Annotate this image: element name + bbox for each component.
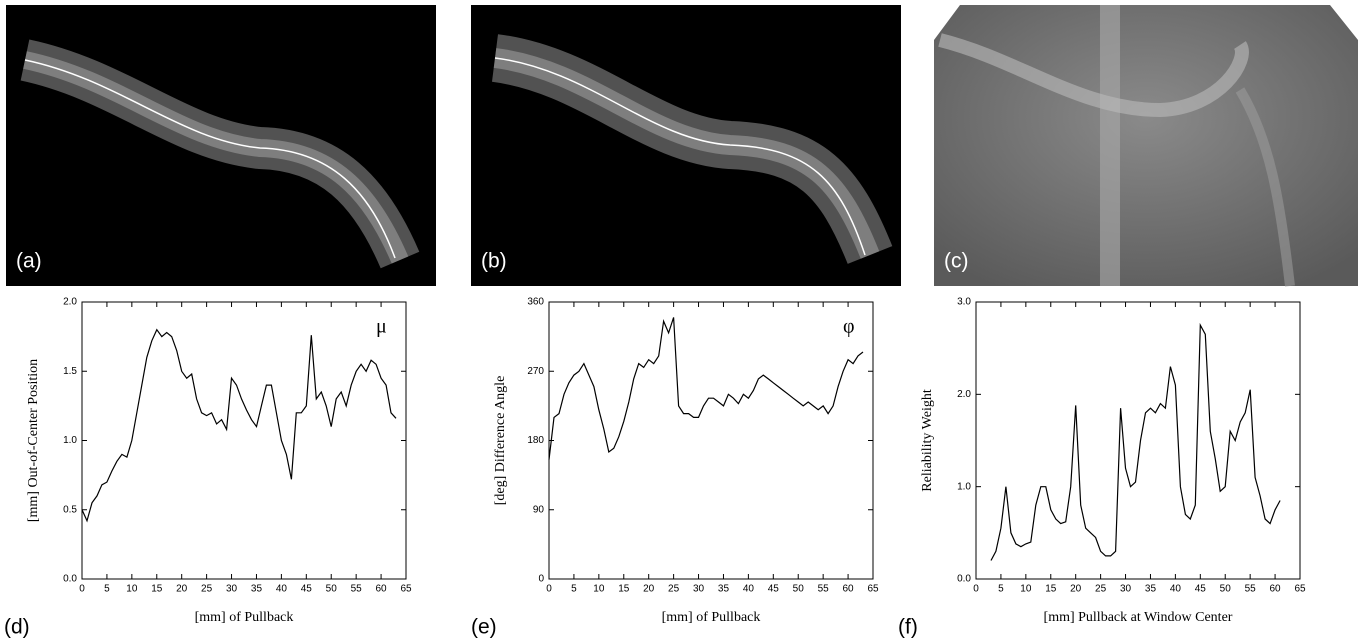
x-tick-label: 65 — [1294, 584, 1306, 595]
x-tick-label: 10 — [126, 584, 138, 595]
y-tick-label: 2.0 — [957, 389, 971, 400]
y-axis-title: [deg] Difference Angle — [493, 376, 508, 506]
image-b: (b) — [471, 5, 901, 286]
y-tick-label: 90 — [533, 504, 545, 515]
annotation: μ — [376, 316, 387, 338]
x-tick-label: 35 — [251, 584, 263, 595]
x-tick-label: 0 — [79, 584, 85, 595]
x-tick-label: 35 — [1145, 584, 1157, 595]
x-tick-label: 60 — [1270, 584, 1282, 595]
image-a: (a) — [6, 5, 436, 286]
image-label: (a) — [16, 250, 42, 273]
x-tick-label: 55 — [1245, 584, 1257, 595]
y-tick-label: 0.5 — [63, 504, 77, 515]
x-tick-label: 10 — [593, 584, 605, 595]
x-tick-label: 45 — [1195, 584, 1207, 595]
x-tick-label: 5 — [998, 584, 1004, 595]
plot-frame — [81, 301, 407, 580]
y-tick-label: 0.0 — [957, 574, 971, 585]
x-tick-label: 55 — [818, 584, 830, 595]
x-tick-label: 60 — [843, 584, 855, 595]
data-line — [548, 317, 864, 460]
image-label: (c) — [944, 250, 969, 273]
x-tick-label: 20 — [176, 584, 188, 595]
x-tick-label: 45 — [301, 584, 313, 595]
x-tick-label: 40 — [743, 584, 755, 595]
x-tick-label: 5 — [571, 584, 577, 595]
x-tick-label: 30 — [226, 584, 238, 595]
x-tick-label: 0 — [546, 584, 552, 595]
x-tick-label: 40 — [1170, 584, 1182, 595]
y-tick-label: 0 — [538, 574, 544, 585]
y-tick-label: 360 — [527, 297, 544, 308]
y-tick-label: 270 — [527, 366, 544, 377]
data-line — [990, 322, 1281, 561]
x-tick-label: 15 — [618, 584, 630, 595]
y-axis-title: Reliability Weight — [920, 389, 935, 492]
x-axis-title: [mm] of Pullback — [662, 610, 761, 625]
x-tick-label: 0 — [973, 584, 979, 595]
panel-label: (d) — [4, 616, 30, 639]
y-tick-label: 180 — [527, 435, 544, 446]
panel-label: (f) — [898, 616, 918, 639]
y-tick-label: 0.0 — [63, 574, 77, 585]
x-tick-label: 50 — [326, 584, 338, 595]
x-tick-label: 65 — [400, 584, 412, 595]
x-tick-label: 20 — [1070, 584, 1082, 595]
plot-frame — [975, 301, 1301, 580]
x-tick-label: 25 — [668, 584, 680, 595]
chart: 0 5 10 15 20 25 30 35 40 45 50 55 60 65 0 90 180 270 360 [m… — [471, 297, 879, 639]
y-tick-label: 2.0 — [63, 297, 77, 308]
plot-frame — [548, 301, 874, 580]
y-tick-label: 3.0 — [957, 297, 971, 308]
x-tick-label: 15 — [151, 584, 163, 595]
image-label: (b) — [481, 250, 507, 273]
x-tick-label: 25 — [201, 584, 213, 595]
data-line — [81, 328, 397, 523]
panel-label: (e) — [471, 616, 497, 639]
x-tick-label: 10 — [1020, 584, 1032, 595]
x-tick-label: 65 — [867, 584, 879, 595]
x-tick-label: 40 — [276, 584, 288, 595]
x-tick-label: 25 — [1095, 584, 1107, 595]
y-axis-title: [mm] Out-of-Center Position — [26, 359, 41, 522]
x-tick-label: 5 — [104, 584, 110, 595]
x-tick-label: 45 — [768, 584, 780, 595]
chart: 0 5 10 15 20 25 30 35 40 45 50 55 60 65 0.0 1.0 2.0 3.0 [m… — [898, 297, 1306, 639]
y-tick-label: 1.0 — [957, 481, 971, 492]
x-axis-title: [mm] Pullback at Window Center — [1044, 610, 1233, 625]
annotation: φ — [843, 316, 855, 338]
x-tick-label: 60 — [376, 584, 388, 595]
x-tick-label: 50 — [793, 584, 805, 595]
x-tick-label: 20 — [643, 584, 655, 595]
x-tick-label: 30 — [1120, 584, 1132, 595]
y-tick-label: 1.5 — [63, 366, 77, 377]
x-tick-label: 50 — [1220, 584, 1232, 595]
x-axis-title: [mm] of Pullback — [195, 610, 294, 625]
x-tick-label: 35 — [718, 584, 730, 595]
image-c: (c) — [934, 5, 1358, 287]
y-tick-label: 1.0 — [63, 435, 77, 446]
x-tick-label: 15 — [1045, 584, 1057, 595]
x-tick-label: 30 — [693, 584, 705, 595]
chart: 0 5 10 15 20 25 30 35 40 45 50 55 60 65 0.0 0.5 1.0 1.5 2.… — [4, 297, 412, 639]
x-tick-label: 55 — [351, 584, 363, 595]
